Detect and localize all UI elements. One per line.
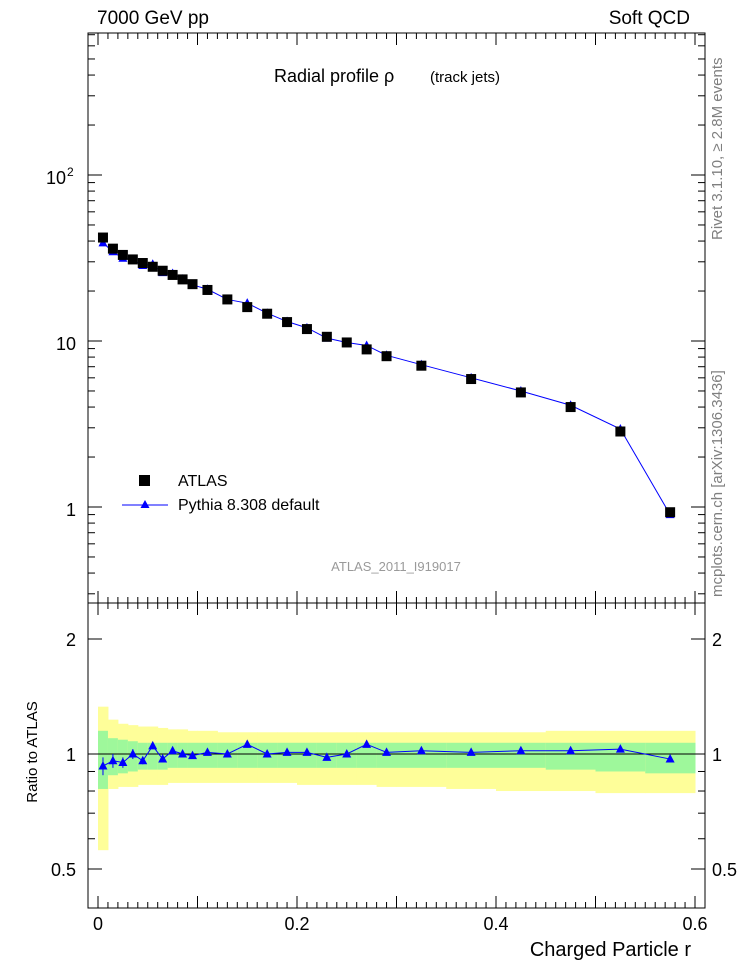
atlas-data-point: [117, 249, 128, 260]
ratio-line: [102, 743, 671, 767]
legend-atlas-label: ATLAS: [178, 473, 228, 490]
atlas-data-point: [615, 426, 626, 437]
analysis-watermark: ATLAS_2011_I919017: [331, 559, 461, 574]
ratio-y-axis-label: Ratio to ATLAS: [24, 701, 41, 802]
main-plot-marks: [97, 232, 676, 519]
ratio-point: [262, 749, 272, 758]
legend-pythia-label: Pythia 8.308 default: [178, 497, 320, 514]
ratio-inner-band: [237, 742, 258, 768]
atlas-data-point: [515, 387, 526, 398]
ratio-point: [138, 755, 148, 765]
y-tick-label-100: 10: [46, 168, 66, 188]
ratio-inner-band: [356, 742, 378, 768]
y-tick-label-10: 10: [56, 334, 76, 354]
x-tick-label-0.4: 0.4: [483, 914, 508, 934]
ratio-inner-band: [147, 742, 159, 770]
ratio-point: [615, 744, 625, 753]
ratio-y-tick-2: 2: [66, 630, 76, 650]
ratio-point: [202, 747, 212, 756]
ratio-y-tick-2-right: 2: [712, 630, 722, 650]
ratio-point: [302, 747, 312, 756]
atlas-data-point: [157, 265, 168, 276]
ratio-point: [188, 750, 198, 760]
ratio-inner-band: [137, 742, 149, 770]
y-tick-label-1: 1: [66, 500, 76, 520]
ratio-y-tick-1: 1: [66, 745, 76, 765]
legend: ATLAS Pythia 8.308 default: [122, 473, 320, 514]
legend-pythia-marker: [140, 500, 150, 508]
ratio-point: [242, 739, 252, 748]
plot-title-sub: (track jets): [430, 69, 500, 86]
atlas-data-point: [202, 284, 213, 295]
ratio-y-tick-1-right: 1: [712, 745, 722, 765]
mcplots-label: mcplots.cern.ch [arXiv:1306.3436]: [709, 370, 726, 597]
ratio-point: [148, 740, 158, 750]
main-plot-frame: [87, 32, 706, 604]
header-left: 7000 GeV pp: [97, 8, 209, 29]
ratio-uncertainty-bands: [98, 706, 696, 851]
ratio-point: [665, 754, 675, 763]
atlas-data-point: [107, 243, 118, 254]
y-tick-label-100-exponent: 2: [67, 165, 74, 179]
ratio-point: [566, 745, 576, 755]
x-axis-label: Charged Particle r: [530, 939, 692, 961]
atlas-data-point: [565, 402, 576, 413]
ratio-point: [382, 747, 392, 756]
ratio-inner-band: [117, 739, 129, 774]
ratio-point: [416, 745, 426, 755]
atlas-data-point: [262, 308, 273, 319]
ratio-plot-ticks: [88, 603, 705, 908]
atlas-data-point: [167, 269, 178, 280]
atlas-data-point: [177, 274, 188, 285]
ratio-point: [282, 747, 292, 756]
atlas-data-point: [466, 374, 477, 385]
x-tick-label-0: 0: [93, 914, 103, 934]
main-plot-ticks: [88, 33, 705, 603]
atlas-data-point: [127, 254, 138, 265]
ratio-point: [322, 752, 332, 761]
ratio-inner-band: [167, 742, 179, 768]
atlas-data-point: [222, 294, 233, 305]
ratio-marks: [98, 739, 675, 776]
ratio-point: [118, 757, 128, 767]
ratio-point: [516, 745, 526, 755]
legend-atlas-marker: [139, 475, 150, 486]
atlas-data-point: [321, 331, 332, 342]
x-tick-label-0.6: 0.6: [682, 914, 707, 934]
atlas-data-point: [301, 324, 312, 335]
ratio-point: [108, 755, 118, 765]
atlas-data-point: [665, 507, 676, 518]
rivet-version-label: Rivet 3.1.10, ≥ 2.8M events: [709, 57, 726, 241]
atlas-data-point: [97, 232, 108, 243]
ratio-plot-panel: 2 1 0.5 2 1 0.5 0 0.2 0.4 0.6 Charged Pa…: [24, 602, 737, 961]
atlas-data-point: [341, 337, 352, 348]
atlas-data-point: [381, 351, 392, 362]
atlas-data-point: [282, 317, 293, 328]
atlas-data-point: [416, 360, 427, 371]
ratio-point: [466, 747, 476, 756]
ratio-point: [158, 754, 168, 763]
atlas-data-point: [187, 279, 198, 290]
ratio-point: [222, 749, 232, 758]
ratio-point: [362, 739, 372, 748]
atlas-data-point: [137, 258, 148, 269]
plot-title: Radial profile ρ: [274, 66, 394, 86]
ratio-point: [128, 749, 138, 758]
main-plot-panel: Radial profile ρ (track jets) ATLAS_2011…: [46, 32, 706, 604]
atlas-data-point: [242, 302, 253, 313]
ratio-point: [178, 749, 188, 758]
ratio-point: [98, 761, 108, 770]
ratio-point: [342, 749, 352, 758]
ratio-y-tick-0.5: 0.5: [51, 860, 76, 880]
ratio-y-tick-0.5-right: 0.5: [712, 860, 737, 880]
header-right: Soft QCD: [608, 8, 690, 29]
ratio-point: [168, 745, 178, 755]
atlas-data-point: [361, 344, 372, 355]
atlas-data-point: [147, 261, 158, 272]
x-tick-label-0.2: 0.2: [284, 914, 309, 934]
